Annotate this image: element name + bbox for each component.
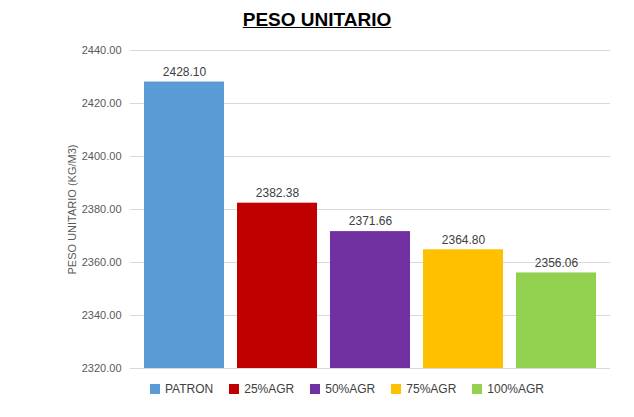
svg-text:2356.06: 2356.06 [535,256,579,270]
svg-text:2320.00: 2320.00 [82,362,122,374]
svg-text:PESO UNITARIO (KG/M3): PESO UNITARIO (KG/M3) [66,145,78,275]
svg-text:2400.00: 2400.00 [82,150,122,162]
svg-text:2420.00: 2420.00 [82,97,122,109]
svg-text:2364.80: 2364.80 [442,233,486,247]
svg-text:2440.00: 2440.00 [82,44,122,56]
svg-text:2382.38: 2382.38 [256,186,300,200]
svg-text:2380.00: 2380.00 [82,203,122,215]
html-text:75%AGR: 75%AGR [406,382,457,396]
html-text:100%AGR: 100%AGR [487,382,544,396]
html-text:25%AGR: 25%AGR [244,382,295,396]
svg-text:2340.00: 2340.00 [82,309,122,321]
html-text:PATRON: PATRON [165,382,214,396]
svg-text:2371.66: 2371.66 [349,214,393,228]
html-text:PESO UNITARIO: PESO UNITARIO [242,9,392,30]
svg-text:2428.10: 2428.10 [163,65,207,79]
svg-text:2360.00: 2360.00 [82,256,122,268]
html-text:50%AGR: 50%AGR [325,382,376,396]
